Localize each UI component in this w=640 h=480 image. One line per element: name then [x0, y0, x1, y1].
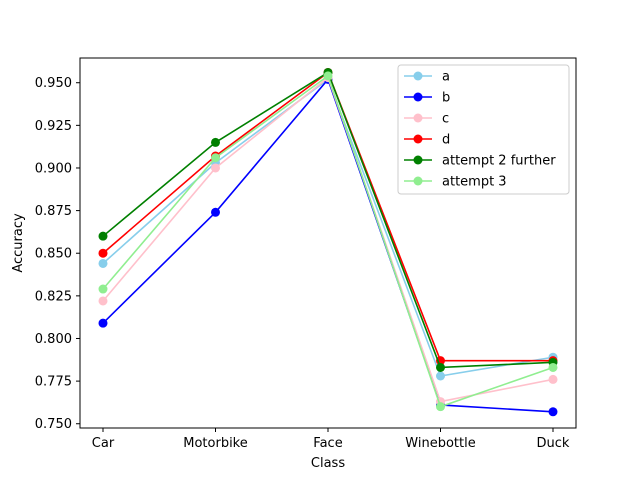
series-layer [98, 67, 558, 417]
legend-marker [413, 134, 423, 144]
legend-item: c [404, 112, 449, 127]
legend-marker [413, 71, 423, 81]
x-axis-label: Class [311, 456, 345, 471]
legend-item: d [404, 133, 450, 148]
x-tick-label: Winebottle [405, 436, 475, 451]
legend-label: d [442, 133, 450, 148]
data-point [436, 402, 445, 412]
legend-marker [413, 92, 423, 102]
y-tick-label: 0.900 [35, 161, 72, 176]
legend-item: attempt 3 [404, 175, 507, 190]
data-point [436, 362, 445, 372]
x-axis: Car Motorbike Face Winebottle Duck [92, 428, 570, 451]
data-point [98, 258, 108, 268]
x-tick-label: Duck [537, 436, 570, 451]
legend-label: c [442, 112, 449, 127]
data-point [98, 231, 108, 241]
series-attempt-3 [98, 71, 558, 412]
data-point [211, 137, 220, 147]
legend-label: a [442, 70, 450, 85]
legend-label: b [442, 91, 450, 106]
legend-marker [413, 113, 423, 123]
data-point [211, 207, 220, 217]
data-point [98, 296, 108, 306]
data-point [211, 163, 220, 173]
legend-item: b [404, 91, 450, 106]
data-point [98, 318, 108, 328]
data-point [436, 371, 445, 381]
y-tick-label: 0.950 [35, 76, 72, 91]
x-tick-label: Car [92, 436, 115, 451]
y-tick-label: 0.875 [35, 204, 72, 219]
y-tick-label: 0.925 [35, 119, 72, 134]
x-tick-label: Motorbike [183, 436, 248, 451]
legend-label: attempt 3 [442, 175, 507, 190]
data-point [323, 71, 333, 81]
y-tick-label: 0.750 [35, 417, 72, 432]
legend-item: attempt 2 further [404, 154, 556, 169]
legend-marker [413, 155, 423, 165]
data-point [548, 362, 558, 372]
y-axis: 0.750 0.775 0.800 0.825 0.850 0.875 0.900 0.925… [35, 76, 80, 432]
x-tick-label: Face [313, 436, 342, 451]
y-tick-label: 0.775 [35, 375, 72, 390]
y-axis-label: Accuracy [11, 213, 26, 273]
legend-marker [413, 176, 423, 186]
data-point [548, 407, 558, 417]
y-tick-label: 0.850 [35, 247, 72, 262]
y-tick-label: 0.800 [35, 332, 72, 347]
data-point [211, 153, 220, 163]
data-point [548, 374, 558, 384]
legend-item: a [404, 70, 450, 85]
data-point [98, 248, 108, 258]
legend-box [397, 64, 570, 195]
legend-label: attempt 2 further [442, 154, 556, 169]
data-point [98, 284, 108, 294]
y-tick-label: 0.825 [35, 289, 72, 304]
